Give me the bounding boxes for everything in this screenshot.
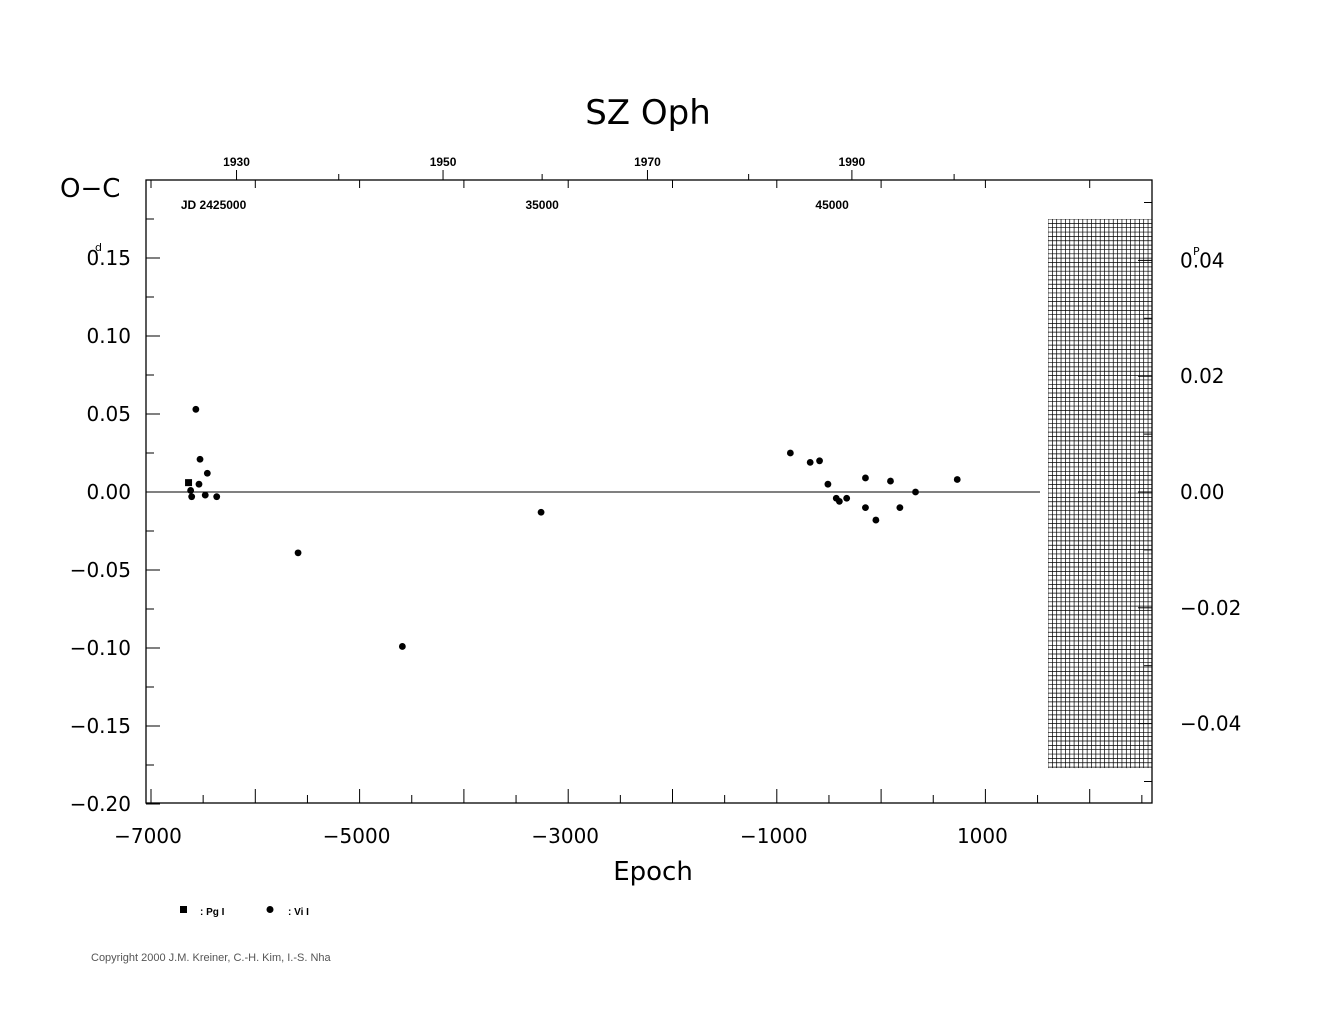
data-point-circle <box>187 487 195 494</box>
copyright-text: Copyright 2000 J.M. Kreiner, C.-H. Kim, … <box>91 952 332 964</box>
data-point-circle <box>816 457 823 465</box>
data-point-circle <box>201 491 209 499</box>
data-points <box>185 405 961 650</box>
legend-entry-pg: : Pg I <box>200 907 225 918</box>
data-point-circle <box>192 405 200 413</box>
year-label: 1970 <box>634 155 661 169</box>
y-tick-label-left: −0.15 <box>70 714 131 738</box>
chart-title: SZ Oph <box>585 93 711 133</box>
data-point-circle <box>862 504 869 511</box>
data-point-circle <box>203 469 211 477</box>
data-point-circle <box>912 488 919 496</box>
y-tick-label-right: −0.04 <box>1180 712 1241 736</box>
year-label: 1950 <box>430 155 457 169</box>
data-point-circle <box>294 549 302 557</box>
data-point-circle <box>953 476 961 483</box>
data-point-circle <box>824 480 832 488</box>
y-tick-label-right: 0.04 <box>1180 248 1225 272</box>
data-point-circle <box>835 497 843 505</box>
data-point-circle <box>195 480 203 488</box>
data-point-square <box>185 479 193 487</box>
y-tick-label-right: 0.02 <box>1180 364 1225 388</box>
legend: : Pg I : Vi I <box>180 906 309 918</box>
x-tick-label: −1000 <box>740 824 808 848</box>
x-tick-label: −7000 <box>114 824 182 848</box>
legend-square-marker <box>180 906 187 913</box>
data-point-circle <box>806 458 814 466</box>
legend-circle-marker <box>266 906 274 913</box>
y-axis-unit-left: d <box>95 241 102 254</box>
jd-label: 45000 <box>815 198 849 212</box>
x-tick-label: 1000 <box>957 824 1008 848</box>
data-point-circle <box>398 643 406 650</box>
year-label: 1990 <box>839 155 866 169</box>
y-tick-label-left: −0.05 <box>70 558 131 582</box>
data-point-circle <box>188 493 196 501</box>
hatched-region <box>1048 219 1152 769</box>
y-tick-label-left: 0.00 <box>86 480 131 504</box>
y-tick-label-left: 0.15 <box>86 246 131 270</box>
y-axis-unit-right: P <box>1193 245 1200 258</box>
data-point-circle <box>887 477 894 485</box>
y-tick-label-left: −0.10 <box>70 636 131 660</box>
y-tick-label-left: 0.10 <box>86 324 131 348</box>
data-point-circle <box>843 494 851 502</box>
data-point-circle <box>537 508 545 516</box>
jd-label: 35000 <box>525 198 559 212</box>
y-tick-label-left: −0.20 <box>70 792 131 816</box>
x-tick-label: −5000 <box>323 824 391 848</box>
y-axis-label: O−C <box>60 174 120 204</box>
jd-label: JD 2425000 <box>181 198 247 212</box>
data-point-circle <box>862 474 869 482</box>
year-label: 1930 <box>223 155 250 169</box>
data-point-circle <box>872 516 880 524</box>
axes: −7000 −5000 −3000 −1000 1000 1930 1950 1970 1990… <box>70 155 1242 848</box>
legend-entry-vi: : Vi I <box>288 907 309 918</box>
data-point-circle <box>896 504 904 511</box>
data-point-circle <box>786 449 794 457</box>
y-tick-label-right: −0.02 <box>1180 596 1241 620</box>
data-point-circle <box>196 455 204 463</box>
data-point-circle <box>213 493 221 501</box>
y-tick-label-right: 0.00 <box>1180 480 1225 504</box>
y-tick-label-left: 0.05 <box>86 402 131 426</box>
x-axis-label: Epoch <box>613 857 693 887</box>
x-tick-label: −3000 <box>531 824 599 848</box>
